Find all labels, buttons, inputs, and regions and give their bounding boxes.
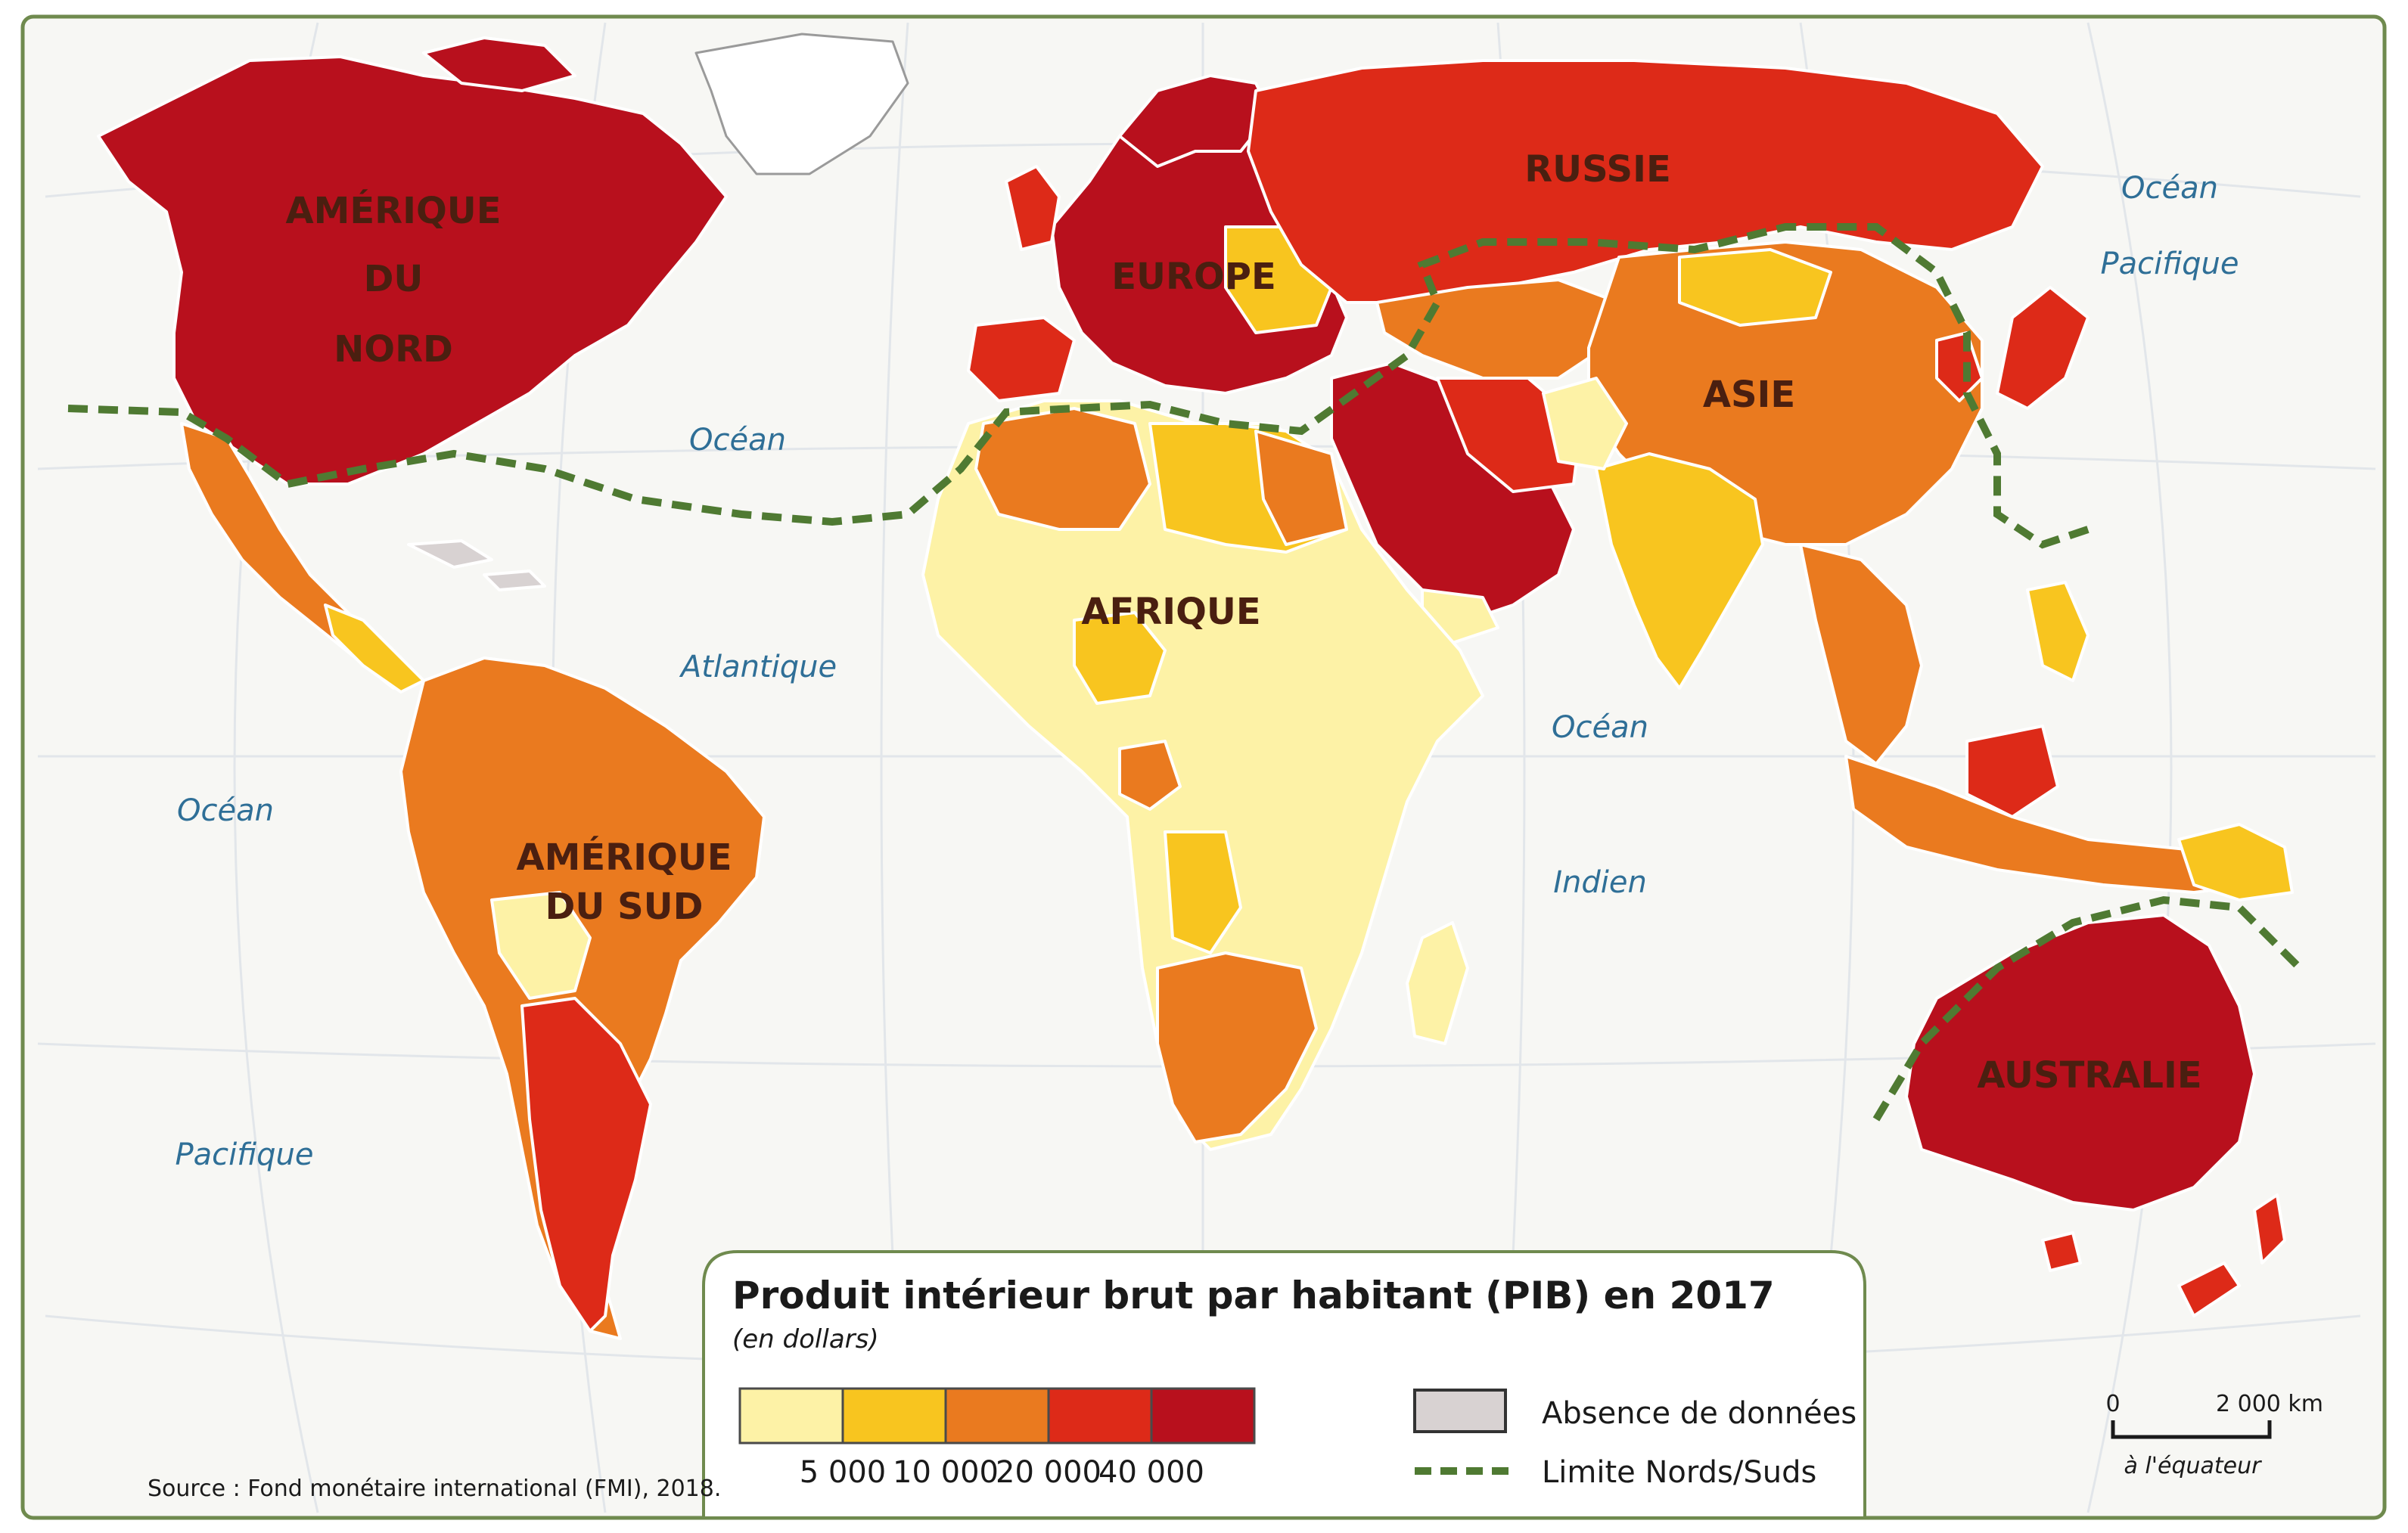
caribbean-land bbox=[407, 539, 546, 591]
scale-end: 2 000 km bbox=[2216, 1391, 2323, 1417]
borneo-land bbox=[1965, 725, 2059, 818]
nigeria-land bbox=[1073, 611, 1167, 705]
russia-land bbox=[1247, 59, 2044, 304]
legend-threshold-label: 40 000 bbox=[1098, 1455, 1204, 1490]
label-south-america-2: DU SUD bbox=[545, 886, 704, 928]
egypt-land bbox=[1254, 430, 1348, 546]
iberia-land bbox=[967, 316, 1076, 402]
label-north-america-1: AMÉRIQUE bbox=[285, 189, 501, 232]
central-asia-land bbox=[1375, 278, 1620, 380]
greenland-land bbox=[694, 33, 909, 175]
scale-start: 0 bbox=[2105, 1391, 2120, 1417]
philippines-land bbox=[2026, 581, 2090, 682]
north-south-line bbox=[67, 223, 2303, 1122]
legend-title: Produit intérieur brut par habitant (PIB… bbox=[732, 1274, 1775, 1317]
north-africa-land bbox=[974, 407, 1151, 531]
legend: Produit intérieur brut par habitant (PIB… bbox=[702, 1250, 1866, 1519]
legend-threshold-label: 20 000 bbox=[996, 1455, 1101, 1490]
region-labels: AMÉRIQUE DU NORD AMÉRIQUE DU SUD EUROPE … bbox=[285, 148, 2201, 1097]
ocean-atlantic-2: Atlantique bbox=[679, 650, 837, 684]
label-europe: EUROPE bbox=[1111, 256, 1276, 298]
label-asia: ASIE bbox=[1703, 374, 1795, 416]
southern-africa-land bbox=[1156, 951, 1318, 1144]
label-australia: AUSTRALIE bbox=[1977, 1054, 2201, 1097]
chile-argentina-land bbox=[520, 997, 652, 1333]
legend-panel bbox=[702, 1250, 1866, 1519]
bolivia-land bbox=[490, 891, 592, 1000]
label-south-america-1: AMÉRIQUE bbox=[516, 836, 732, 879]
arctic-islands bbox=[422, 36, 576, 92]
new-zealand-land bbox=[2177, 1193, 2286, 1317]
legend-no-data-label: Absence de données bbox=[1542, 1396, 1856, 1431]
ocean-labels: Océan Atlantique Océan Pacifique Océan P… bbox=[176, 171, 2239, 1172]
land-masses bbox=[97, 33, 2294, 1340]
ocean-indian-1: Océan bbox=[1552, 710, 1648, 745]
gabon-land bbox=[1118, 740, 1182, 811]
source-credit: Source : Fond monétaire international (F… bbox=[148, 1476, 721, 1502]
ocean-pacific-west-2: Pacifique bbox=[176, 1137, 314, 1172]
madagascar-land bbox=[1406, 921, 1469, 1045]
north-america-land bbox=[97, 55, 728, 486]
afghanistan-land bbox=[1542, 377, 1628, 470]
scale-bar: 0 2 000 km à l'équateur bbox=[2105, 1391, 2323, 1479]
legend-color-scale bbox=[738, 1387, 1256, 1445]
india-land bbox=[1595, 452, 1764, 690]
scale-bar-line bbox=[2111, 1420, 2272, 1439]
scale-note: à l'équateur bbox=[2124, 1453, 2263, 1479]
legend-no-data-swatch bbox=[1413, 1389, 1507, 1433]
label-north-america-2: DU bbox=[364, 258, 424, 300]
legend-subtitle: (en dollars) bbox=[732, 1324, 879, 1355]
angola-land bbox=[1164, 830, 1242, 954]
legend-class-swatch bbox=[738, 1387, 844, 1445]
legend-class-swatch bbox=[944, 1387, 1050, 1445]
legend-threshold-label: 10 000 bbox=[893, 1455, 999, 1490]
legend-threshold-label: 5 000 bbox=[800, 1455, 887, 1490]
japan-land bbox=[1996, 286, 2090, 410]
legend-class-swatch bbox=[841, 1387, 947, 1445]
uk-land bbox=[1005, 165, 1061, 251]
label-africa: AFRIQUE bbox=[1081, 591, 1260, 633]
central-america-land bbox=[324, 604, 425, 694]
ocean-pacific-west-1: Océan bbox=[177, 793, 274, 828]
legend-north-south-label: Limite Nords/Suds bbox=[1542, 1455, 1816, 1490]
papua-land bbox=[2177, 823, 2294, 901]
legend-class-swatch bbox=[1150, 1387, 1256, 1445]
mongolia-land bbox=[1678, 248, 1832, 327]
ocean-atlantic-1: Océan bbox=[689, 423, 786, 458]
ocean-pacific-east-2: Pacifique bbox=[2101, 247, 2239, 281]
label-russia: RUSSIE bbox=[1524, 148, 1671, 191]
ocean-pacific-east-1: Océan bbox=[2121, 171, 2218, 206]
legend-class-swatch bbox=[1047, 1387, 1153, 1445]
label-north-america-3: NORD bbox=[334, 328, 453, 371]
southeast-asia-land bbox=[1799, 543, 1923, 765]
ocean-indian-2: Indien bbox=[1553, 865, 1647, 900]
australia-land bbox=[1905, 914, 2256, 1212]
tasmania-land bbox=[2041, 1231, 2082, 1272]
